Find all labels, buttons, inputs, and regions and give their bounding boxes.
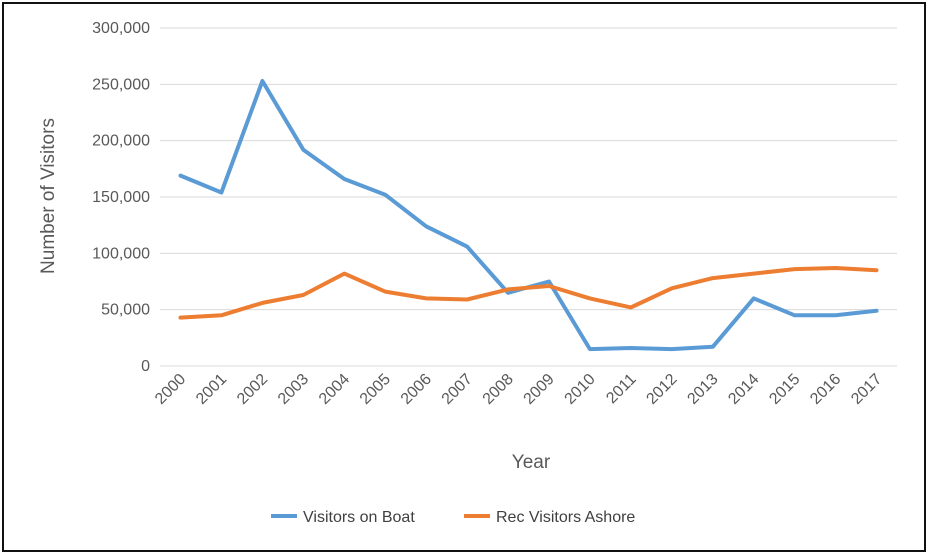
x-tick-label: 2008 — [480, 371, 517, 408]
y-tick-label: 50,000 — [101, 302, 150, 319]
legend-label: Visitors on Boat — [303, 509, 415, 526]
chart-frame — [2, 2, 926, 552]
y-tick-label: 100,000 — [92, 245, 150, 262]
x-axis-title: Year — [512, 452, 551, 473]
x-tick-label: 2003 — [275, 371, 312, 408]
y-tick-label: 200,000 — [92, 133, 150, 150]
x-tick-label: 2013 — [684, 371, 721, 408]
x-tick-label: 2012 — [643, 371, 680, 408]
y-tick-labels: 0 50,000 100,000 150,000 200,000 250,000 300,0… — [92, 20, 150, 375]
x-tick-label: 2006 — [398, 371, 435, 408]
x-tick-label: 2001 — [193, 371, 230, 408]
x-tick-label: 2015 — [766, 371, 803, 408]
gridlines — [160, 27, 897, 367]
series-line-visitors-on-boat — [178, 79, 879, 352]
series-lines — [178, 79, 879, 352]
x-tick-label: 2014 — [725, 371, 762, 408]
series-line-rec-visitors-ashore — [178, 266, 879, 320]
x-tick-label: 2016 — [807, 371, 844, 408]
y-tick-label: 150,000 — [92, 189, 150, 206]
y-tick-label: 0 — [141, 358, 150, 375]
legend-label: Rec Visitors Ashore — [496, 509, 635, 526]
legend: Visitors on Boat Rec Visitors Ashore — [271, 509, 635, 526]
y-tick-label: 300,000 — [92, 20, 150, 37]
x-tick-labels: 2000 2001 2002 2003 2004 2005 2006 2007 2008 2009… — [152, 371, 885, 408]
x-tick-label: 2011 — [603, 371, 639, 407]
y-tick-label: 250,000 — [92, 76, 150, 93]
x-tick-label: 2017 — [848, 371, 885, 408]
x-tick-label: 2007 — [439, 371, 476, 408]
x-tick-label: 2002 — [234, 371, 271, 408]
x-tick-label: 2010 — [562, 371, 599, 408]
x-tick-label: 2004 — [316, 371, 353, 408]
x-tick-label: 2000 — [152, 371, 189, 408]
x-tick-label: 2005 — [357, 371, 394, 408]
y-axis-title: Number of Visitors — [38, 118, 59, 274]
x-tick-label: 2009 — [521, 371, 558, 408]
